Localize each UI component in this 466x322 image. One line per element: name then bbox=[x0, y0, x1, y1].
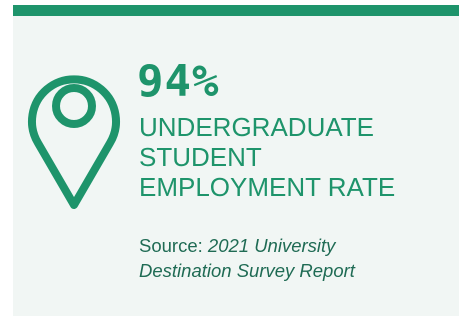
source-prefix: Source: bbox=[139, 235, 208, 256]
source-title-line-2: Destination Survey Report bbox=[139, 260, 355, 281]
source-title-line-1: 2021 University bbox=[207, 235, 336, 256]
location-pin-icon bbox=[28, 75, 120, 209]
stat-label-line: STUDENT bbox=[139, 142, 262, 172]
stat-label: UNDERGRADUATE STUDENT EMPLOYMENT RATE bbox=[139, 112, 395, 202]
stat-value: 94% bbox=[137, 56, 220, 107]
stat-label-line: EMPLOYMENT RATE bbox=[139, 172, 396, 202]
top-accent-bar bbox=[13, 5, 459, 16]
card-background bbox=[13, 16, 459, 316]
source-citation: Source: 2021 University Destination Surv… bbox=[139, 233, 355, 283]
stat-label-line: UNDERGRADUATE bbox=[139, 112, 374, 142]
source-line-1: Source: 2021 University bbox=[139, 233, 355, 258]
